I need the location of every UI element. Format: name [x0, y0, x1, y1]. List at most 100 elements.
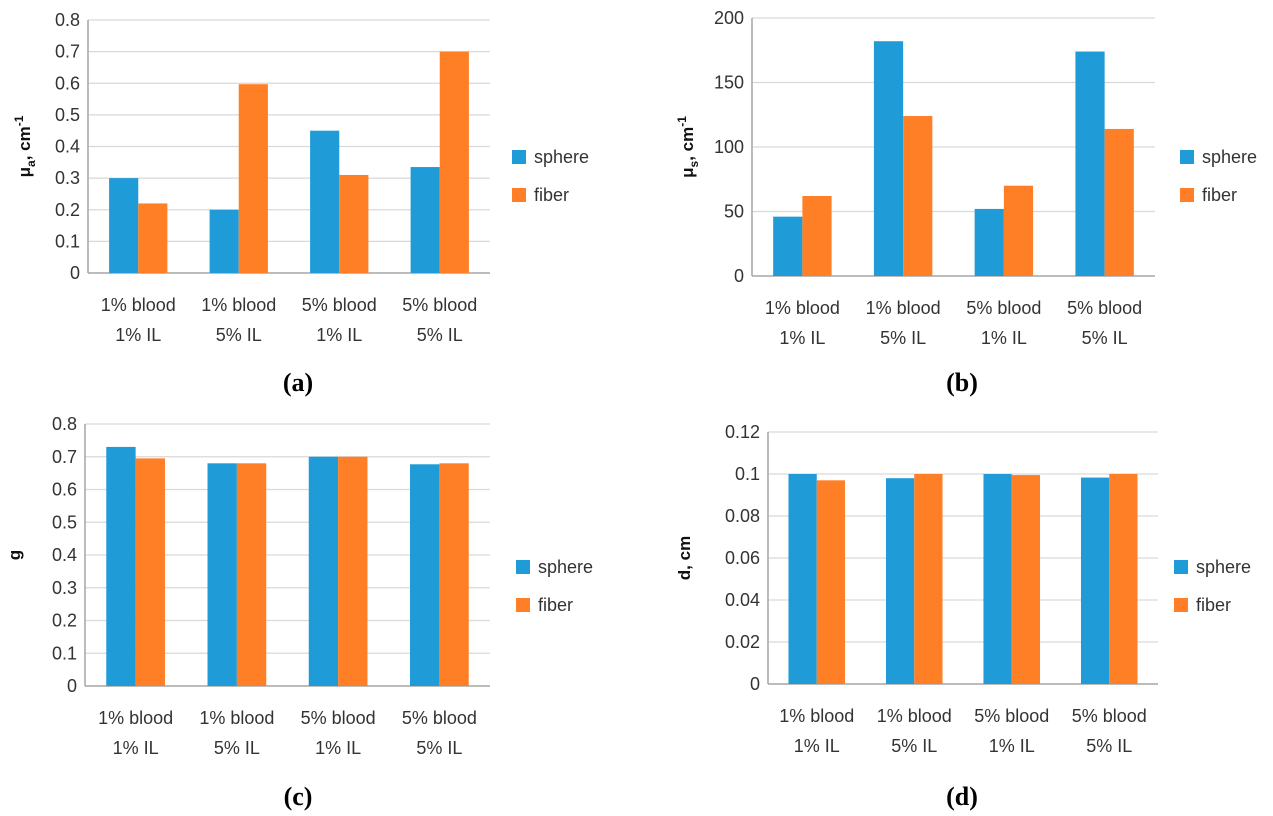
y-tick-label: 0.1 — [55, 231, 80, 251]
x-tick-label: 1% blood — [101, 295, 176, 315]
x-tick-label: 5% blood — [301, 708, 376, 728]
legend-swatch-fiber — [512, 188, 526, 202]
y-tick-label: 0.1 — [52, 643, 77, 663]
y-axis-label: μs, cm-1 — [675, 116, 701, 178]
y-tick-label: 0.4 — [55, 137, 80, 157]
x-tick-label: 1% IL — [316, 325, 362, 345]
bar-sphere — [410, 167, 440, 273]
y-tick-label: 0.1 — [735, 464, 760, 484]
chart-panel-b: 0 50 100 150 200 1% blood 1% IL 1% blood 5% IL 5%… — [675, 8, 1257, 397]
x-tick-label: 5% IL — [1082, 328, 1128, 348]
bar-fiber — [1109, 474, 1138, 684]
bar-fiber — [802, 196, 832, 276]
legend-label-fiber: fiber — [534, 185, 569, 205]
bar-sphere — [1080, 477, 1110, 684]
bar-sphere — [788, 474, 817, 684]
x-tick-label: 1% IL — [779, 328, 825, 348]
bar-sphere — [310, 130, 340, 273]
x-tick-label: 5% IL — [1086, 736, 1132, 756]
x-tick-label: 5% IL — [891, 736, 937, 756]
y-tick-label: 0 — [750, 674, 760, 694]
chart-panel-a: 0 0.1 0.2 0.3 0.4 0.5 0.6 0.7 0.8 1% blood 1% IL 1%… — [12, 10, 589, 397]
bar-sphere — [773, 216, 803, 276]
y-axis-label: μa, cm-1 — [12, 115, 38, 177]
y-tick-label: 0.06 — [725, 548, 760, 568]
y-axis-label: d, cm — [675, 536, 694, 580]
y-tick-label: 150 — [714, 73, 744, 93]
panel-label: (b) — [946, 368, 978, 397]
y-tick-label: 0.12 — [725, 422, 760, 442]
x-tick-label: 1% blood — [866, 298, 941, 318]
y-tick-label: 0 — [67, 676, 77, 696]
y-tick-label: 0.3 — [52, 578, 77, 598]
bar-fiber — [1104, 128, 1134, 276]
x-tick-label: 5% IL — [880, 328, 926, 348]
x-tick-label: 1% blood — [98, 708, 173, 728]
bar-fiber — [1011, 475, 1041, 684]
x-tick-label: 5% blood — [1072, 706, 1147, 726]
bar-fiber — [816, 480, 846, 684]
panel-label: (d) — [946, 782, 978, 811]
legend-label-sphere: sphere — [1196, 557, 1251, 577]
bar-fiber — [439, 51, 469, 273]
x-tick-label: 1% blood — [765, 298, 840, 318]
y-tick-label: 0.5 — [55, 105, 80, 125]
y-tick-label: 0.08 — [725, 506, 760, 526]
y-tick-label: 0.7 — [52, 447, 77, 467]
y-tick-label: 0.6 — [52, 480, 77, 500]
bar-sphere — [885, 478, 915, 684]
legend-label-sphere: sphere — [538, 557, 593, 577]
x-tick-label: 5% IL — [214, 738, 260, 758]
x-tick-label: 1% blood — [199, 708, 274, 728]
y-tick-label: 50 — [724, 202, 744, 222]
bar-sphere — [410, 464, 440, 686]
bar-sphere — [207, 463, 237, 686]
bar-fiber — [236, 463, 267, 686]
legend-label-sphere: sphere — [534, 147, 589, 167]
y-tick-label: 0.3 — [55, 168, 80, 188]
legend-swatch-sphere — [512, 150, 526, 164]
bar-fiber — [138, 203, 168, 273]
x-tick-label: 1% IL — [794, 736, 840, 756]
legend-swatch-fiber — [516, 598, 530, 612]
y-tick-label: 0.04 — [725, 590, 760, 610]
bar-sphere — [209, 209, 239, 273]
x-tick-label: 1% blood — [201, 295, 276, 315]
y-tick-label: 0 — [734, 266, 744, 286]
x-tick-label: 1% IL — [315, 738, 361, 758]
y-tick-label: 100 — [714, 137, 744, 157]
bar-fiber — [914, 474, 943, 684]
bar-fiber — [1003, 185, 1034, 276]
y-tick-label: 0.5 — [52, 512, 77, 532]
y-axis-label: g — [5, 550, 24, 560]
bar-sphere — [873, 41, 904, 276]
x-tick-label: 5% blood — [402, 708, 477, 728]
legend-swatch-sphere — [516, 560, 530, 574]
legend-label-fiber: fiber — [1202, 185, 1237, 205]
panel-label: (a) — [283, 368, 313, 397]
x-tick-label: 5% blood — [402, 295, 477, 315]
bar-sphere — [983, 474, 1012, 684]
x-tick-label: 5% blood — [974, 706, 1049, 726]
x-tick-label: 5% blood — [302, 295, 377, 315]
x-tick-label: 1% IL — [981, 328, 1027, 348]
y-tick-label: 0.02 — [725, 632, 760, 652]
x-tick-label: 5% IL — [216, 325, 262, 345]
y-tick-label: 0.8 — [52, 414, 77, 434]
x-tick-label: 5% IL — [416, 738, 462, 758]
y-tick-label: 0.8 — [55, 10, 80, 30]
y-tick-label: 0.7 — [55, 42, 80, 62]
bar-fiber — [135, 458, 165, 686]
x-tick-label: 5% blood — [966, 298, 1041, 318]
bar-fiber — [338, 456, 368, 686]
legend-label-fiber: fiber — [1196, 595, 1231, 615]
legend-swatch-fiber — [1174, 598, 1188, 612]
x-tick-label: 1% blood — [779, 706, 854, 726]
x-tick-label: 1% IL — [989, 736, 1035, 756]
bar-sphere — [308, 456, 339, 686]
legend-swatch-sphere — [1180, 150, 1194, 164]
chart-panel-c: 0 0.1 0.2 0.3 0.4 0.5 0.6 0.7 0.8 1% blood 1% IL 1%… — [5, 414, 593, 811]
y-tick-label: 200 — [714, 8, 744, 28]
legend-swatch-fiber — [1180, 188, 1194, 202]
